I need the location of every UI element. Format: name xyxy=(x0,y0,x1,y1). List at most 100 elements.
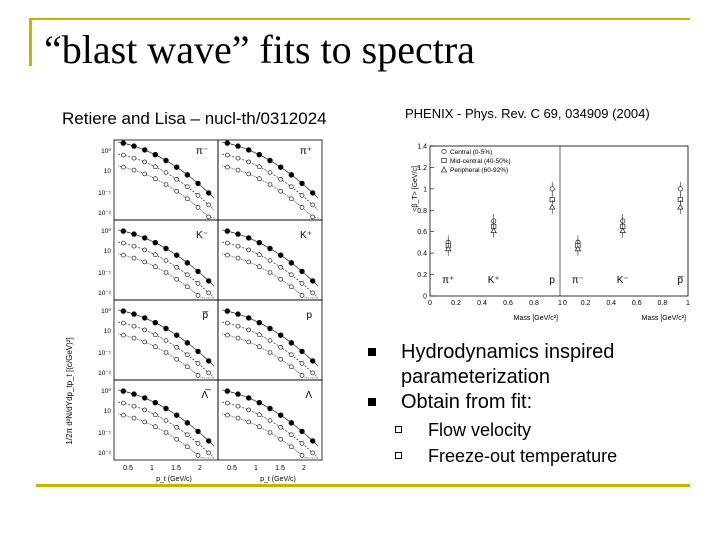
spectra-data-point xyxy=(195,361,201,366)
spectra-data-point xyxy=(235,155,241,161)
phenix-y-tick-label: 1.4 xyxy=(417,144,427,151)
spectra-data-point xyxy=(267,270,273,275)
spectra-data-point xyxy=(206,450,211,456)
spectra-data-point xyxy=(289,444,294,450)
spectra-data-point xyxy=(267,418,273,423)
spectra-data-point xyxy=(299,361,305,366)
sub-bullet-item: Flow velocity xyxy=(368,417,708,443)
spectra-data-point xyxy=(278,344,283,350)
spectra-data-point xyxy=(299,428,305,435)
spectra-data-point xyxy=(131,403,137,409)
spectra-data-point xyxy=(299,281,305,286)
square-bullet-icon xyxy=(368,398,376,406)
spectra-x-tick-label: 2 xyxy=(302,465,306,472)
spectra-data-point xyxy=(163,245,169,252)
spectra-panel-label: p̅ xyxy=(202,310,208,321)
spectra-data-point xyxy=(173,332,180,338)
spectra-data-point xyxy=(163,182,169,187)
spectra-data-point xyxy=(225,252,230,258)
legend-entry: Peripheral (60-92%) xyxy=(450,167,508,174)
spectra-data-point xyxy=(225,320,230,326)
spectra-data-point xyxy=(121,332,126,338)
spectra-data-point xyxy=(289,272,294,278)
phenix-x-tick-label: 0.8 xyxy=(529,300,539,307)
spectra-data-point xyxy=(224,308,231,314)
phenix-y-tick-label: 1 xyxy=(423,186,427,193)
spectra-data-point xyxy=(121,240,126,246)
data-point xyxy=(619,227,626,233)
spectra-data-point xyxy=(173,412,180,418)
bullet-list: Hydrodynamics inspired parameterization … xyxy=(368,340,708,469)
spectra-data-point xyxy=(257,252,262,257)
spectra-x-tick-label: 0.5 xyxy=(123,465,133,472)
spectra-data-point xyxy=(131,167,137,173)
spectra-data-point xyxy=(267,245,273,252)
spectra-y-tick-label: 10 xyxy=(104,408,112,415)
spectra-data-point xyxy=(121,400,126,406)
spectra-data-point xyxy=(289,364,294,370)
spectra-data-point xyxy=(267,157,273,164)
spectra-data-point xyxy=(131,335,137,341)
spectra-data-point xyxy=(131,231,137,237)
phenix-x-tick-label: 0.6 xyxy=(632,300,642,307)
spectra-data-point xyxy=(224,388,231,394)
spectra-data-point xyxy=(195,348,201,355)
spectra-panels: π⁻ 10⁰ 10 10⁻¹ 10⁻² π⁺ K⁻ 10⁰ 10 10⁻¹ 10⁻² K⁺ p̅ 10⁰ 1… xyxy=(98,139,323,472)
spectra-data-point xyxy=(278,424,283,430)
spectra-x-tick-label: 1.5 xyxy=(275,465,285,472)
spectra-data-point xyxy=(195,453,201,458)
spectra-data-point xyxy=(153,252,158,257)
phenix-x-tick-label: 0.6 xyxy=(503,300,513,307)
spectra-data-point xyxy=(246,327,251,333)
spectra-data-point xyxy=(131,255,137,261)
spectra-data-point xyxy=(235,167,241,173)
spectra-data-point xyxy=(195,373,201,378)
spectra-data-point xyxy=(142,259,147,265)
hollow-square-bullet-icon xyxy=(395,426,402,433)
spectra-data-point xyxy=(267,350,273,355)
frame-horizontal-accent xyxy=(29,18,690,20)
spectra-data-point xyxy=(141,235,148,241)
spectra-data-point xyxy=(257,344,262,349)
spectra-data-point xyxy=(131,155,137,161)
spectra-data-point xyxy=(163,350,169,355)
spectra-data-point xyxy=(246,235,252,241)
spectra-data-point xyxy=(278,264,283,270)
spectra-data-point xyxy=(299,268,305,275)
spectra-data-point xyxy=(184,420,191,426)
spectra-panel-label: π⁺ xyxy=(300,146,312,157)
phenix-x-tick-label: 0.8 xyxy=(658,300,668,307)
phenix-chart-content: 0 0.2 0.4 0.6 0.8 1 1.2 1.4 <β_T> [GeV/c] 0 0.2 0.4… xyxy=(412,144,690,323)
spectra-y-tick-label: 10⁰ xyxy=(101,307,111,315)
spectra-data-point xyxy=(174,176,179,182)
phenix-x-tick-label: 1 xyxy=(686,300,690,307)
spectra-data-point xyxy=(278,412,284,418)
spectra-data-point xyxy=(153,344,158,349)
data-point xyxy=(490,227,497,233)
spectra-data-point xyxy=(153,164,158,170)
spectra-data-point xyxy=(184,340,191,346)
spectra-data-point xyxy=(256,400,263,406)
spectra-panel-label: Λ̅ xyxy=(201,389,211,401)
spectra-data-point xyxy=(278,436,283,442)
spectra-data-point xyxy=(185,444,190,450)
sub-bullet-text: Freeze-out temperature xyxy=(428,446,618,466)
spectra-panel-label: π⁻ xyxy=(196,146,208,157)
spectra-data-point xyxy=(206,438,212,444)
spectra-data-point xyxy=(246,315,252,321)
square-bullet-icon xyxy=(368,348,376,356)
spectra-data-point xyxy=(206,214,211,220)
spectra-data-point xyxy=(120,140,127,146)
phenix-y-axis-label: <β_T> [GeV/c] xyxy=(412,166,419,212)
sub-bullet-item: Freeze-out temperature xyxy=(368,443,708,469)
spectra-data-point xyxy=(206,202,211,208)
spectra-data-point xyxy=(289,352,294,358)
spectra-data-point xyxy=(184,172,191,178)
spectra-data-point xyxy=(224,140,231,146)
phenix-x-tick-label: 0 xyxy=(563,300,567,307)
spectra-data-point xyxy=(278,176,283,182)
spectra-data-point xyxy=(288,340,295,346)
spectra-data-point xyxy=(131,391,137,397)
spectra-data-point xyxy=(299,193,305,198)
spectra-data-point xyxy=(184,260,191,266)
